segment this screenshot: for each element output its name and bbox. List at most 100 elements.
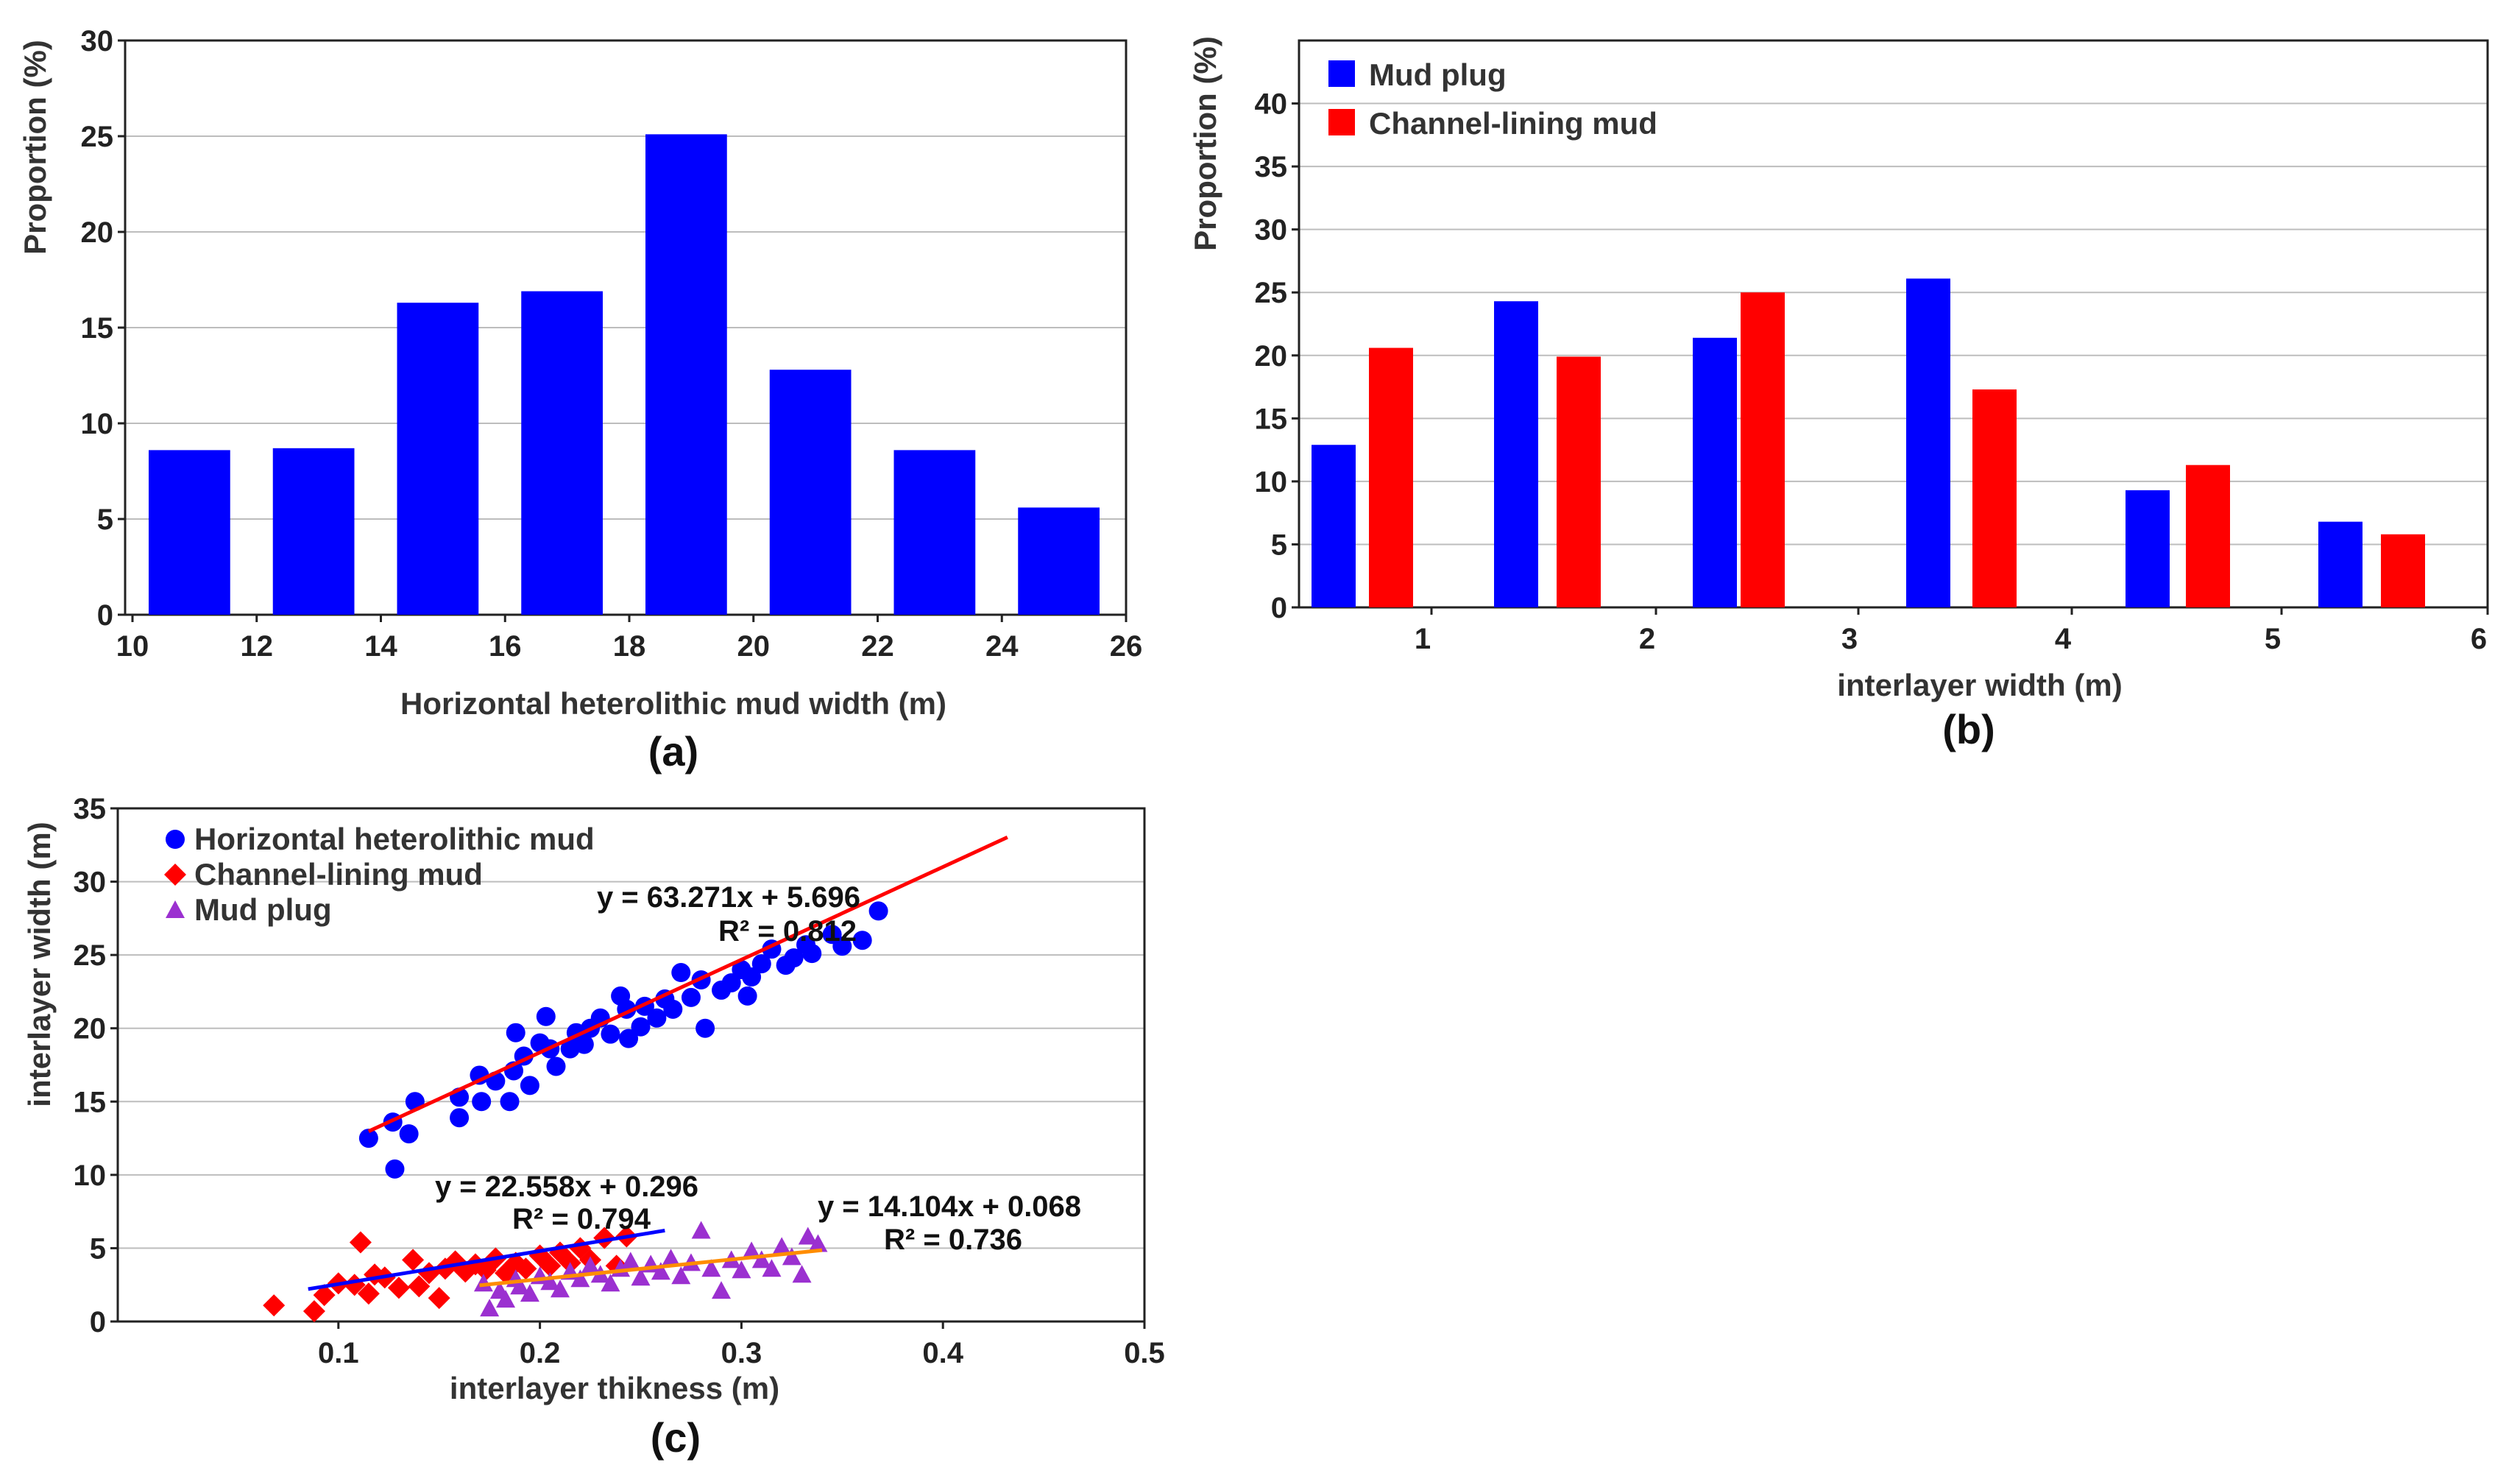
x-tick-label: 1 — [1415, 623, 1431, 655]
point-triangle — [712, 1281, 732, 1299]
x-tick-label: 26 — [1110, 630, 1143, 663]
bar-channel-lining-mud — [1369, 347, 1413, 607]
bar-mud-plug — [2318, 521, 2362, 607]
bar-channel-lining-mud — [1741, 292, 1785, 607]
point-circle — [536, 1006, 556, 1026]
legend-label: Channel-lining mud — [194, 857, 483, 892]
point-triangle — [701, 1259, 721, 1277]
legend-label: Mud plug — [1369, 57, 1507, 92]
point-triangle — [762, 1259, 782, 1277]
y-tick-label: 35 — [74, 793, 107, 825]
x-tick-label: 3 — [1841, 623, 1858, 655]
bar — [521, 291, 603, 615]
y-tick-label: 30 — [1255, 214, 1288, 247]
point-triangle — [496, 1290, 516, 1308]
point-circle — [737, 986, 757, 1006]
legend-marker — [164, 864, 186, 886]
bar — [893, 450, 976, 615]
trend-equation: y = 63.271x + 5.696 — [597, 881, 860, 914]
y-axis-label: interlayer width (m) — [22, 822, 57, 1107]
bar-channel-lining-mud — [2381, 534, 2425, 607]
legend-label: Channel-lining mud — [1369, 106, 1657, 141]
x-tick-label: 14 — [364, 630, 397, 663]
point-triangle — [601, 1274, 620, 1292]
bar-mud-plug — [1312, 445, 1356, 607]
x-tick-label: 2 — [1639, 623, 1655, 655]
point-triangle — [751, 1250, 771, 1268]
point-diamond — [514, 1257, 537, 1280]
bar-mud-plug — [1494, 301, 1538, 607]
bar-mud-plug — [1906, 278, 1950, 607]
y-tick-label: 0 — [90, 1306, 106, 1338]
point-circle — [671, 963, 691, 983]
panel-c: 0 5 10 15 20 25 30 35 0.1 0.2 0.3 0.4 0.5 interlayer … — [22, 793, 1165, 1461]
point-triangle — [540, 1272, 560, 1291]
y-tick-label: 20 — [1255, 340, 1288, 373]
panel-label: (b) — [1942, 706, 1995, 752]
y-tick-label: 5 — [1271, 529, 1287, 561]
y-tick-label: 0 — [1271, 592, 1287, 624]
trend-line — [479, 1248, 823, 1288]
point-triangle — [520, 1284, 539, 1302]
legend: Mud plug Channel-lining mud — [1328, 57, 1657, 141]
point-triangle — [570, 1269, 590, 1288]
point-circle — [802, 944, 822, 964]
y-tick-label: 25 — [1255, 277, 1288, 309]
x-axis-label: interlayer width (m) — [1837, 668, 2122, 702]
x-tick-label: 6 — [2471, 623, 2487, 655]
x-tick-label: 12 — [241, 630, 274, 663]
bar-mud-plug — [1693, 337, 1737, 607]
y-tick-label: 20 — [74, 1013, 107, 1045]
point-triangle — [798, 1227, 818, 1245]
point-triangle — [581, 1256, 601, 1274]
point-circle — [399, 1124, 419, 1144]
x-tick-label: 10 — [116, 630, 149, 663]
point-circle — [832, 936, 852, 956]
point-circle — [852, 931, 872, 950]
point-circle — [663, 999, 683, 1019]
point-circle — [721, 973, 741, 992]
panel-a: 0 5 10 15 20 25 30 10 12 14 16 18 20 22 24 26 Horizontal… — [18, 25, 1142, 774]
x-tick-label: 4 — [2055, 623, 2072, 655]
bar-mud-plug — [2126, 490, 2170, 607]
y-tick-label: 10 — [74, 1160, 107, 1192]
panel-label: (a) — [648, 728, 698, 774]
x-tick-label: 0.3 — [721, 1337, 762, 1369]
bar — [769, 370, 852, 615]
y-axis-label: Proportion (%) — [1188, 36, 1222, 251]
bar — [149, 450, 230, 615]
legend-label: Mud plug — [194, 892, 332, 927]
point-circle — [472, 1092, 492, 1112]
y-tick-label: 20 — [81, 216, 114, 249]
x-tick-label: 16 — [489, 630, 522, 663]
point-circle — [385, 1159, 405, 1179]
bar — [272, 448, 355, 615]
y-tick-label: 10 — [81, 408, 114, 440]
point-circle — [500, 1092, 520, 1112]
point-triangle — [691, 1221, 711, 1239]
point-triangle — [742, 1241, 762, 1260]
point-triangle — [473, 1274, 493, 1292]
panel-label: (c) — [651, 1414, 701, 1461]
point-circle — [868, 901, 888, 921]
point-diamond — [428, 1287, 450, 1310]
point-triangle — [510, 1277, 530, 1295]
point-triangle — [671, 1266, 691, 1285]
x-tick-label: 22 — [861, 630, 894, 663]
point-diamond — [313, 1284, 336, 1307]
point-circle — [631, 1017, 651, 1037]
point-circle — [784, 948, 804, 968]
point-triangle — [782, 1247, 801, 1266]
r-squared: R² = 0.794 — [512, 1203, 651, 1235]
y-axis-label: Proportion (%) — [18, 40, 52, 255]
bar-channel-lining-mud — [2186, 465, 2230, 607]
point-circle — [751, 954, 771, 974]
point-triangle — [792, 1265, 812, 1283]
r-squared: R² = 0.736 — [884, 1224, 1022, 1256]
point-circle — [647, 1008, 667, 1028]
y-tick-label: 10 — [1255, 466, 1288, 498]
y-tick-label: 15 — [74, 1086, 107, 1118]
legend-label: Horizontal heterolithic mud — [194, 822, 595, 856]
x-tick-label: 24 — [985, 630, 1019, 663]
